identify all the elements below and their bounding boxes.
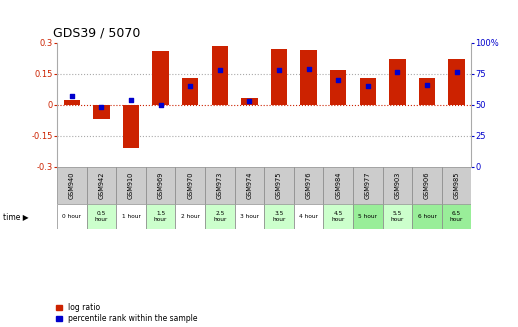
Point: [305, 66, 313, 71]
Text: GDS39 / 5070: GDS39 / 5070: [53, 27, 140, 40]
Bar: [330, 70, 347, 105]
Bar: [359, 78, 376, 105]
Text: 2.5
hour: 2.5 hour: [213, 212, 226, 222]
Bar: [383, 167, 412, 204]
Text: 1.5
hour: 1.5 hour: [154, 212, 167, 222]
Bar: [87, 167, 116, 204]
Point: [156, 102, 165, 107]
Bar: [449, 59, 465, 105]
Text: GSM976: GSM976: [306, 172, 312, 199]
Text: GSM940: GSM940: [69, 172, 75, 199]
Text: GSM903: GSM903: [394, 172, 400, 199]
Text: GSM977: GSM977: [365, 172, 371, 199]
Bar: [383, 204, 412, 229]
Bar: [323, 204, 353, 229]
Bar: [212, 45, 228, 105]
Text: GSM906: GSM906: [424, 172, 430, 199]
Text: 4 hour: 4 hour: [299, 214, 318, 219]
Bar: [116, 167, 146, 204]
Bar: [241, 98, 257, 105]
Bar: [294, 167, 323, 204]
Bar: [412, 204, 442, 229]
Point: [215, 67, 224, 73]
Bar: [235, 167, 264, 204]
Text: GSM942: GSM942: [98, 172, 105, 199]
Text: 5.5
hour: 5.5 hour: [391, 212, 404, 222]
Bar: [264, 167, 294, 204]
Point: [97, 105, 106, 110]
Bar: [123, 105, 139, 148]
Text: GSM975: GSM975: [276, 172, 282, 199]
Point: [245, 98, 253, 104]
Bar: [412, 167, 442, 204]
Bar: [116, 204, 146, 229]
Bar: [176, 167, 205, 204]
Legend: log ratio, percentile rank within the sample: log ratio, percentile rank within the sa…: [55, 303, 197, 323]
Point: [364, 83, 372, 89]
Bar: [419, 78, 435, 105]
Text: 0.5
hour: 0.5 hour: [95, 212, 108, 222]
Point: [127, 97, 135, 102]
Text: 6 hour: 6 hour: [418, 214, 437, 219]
Bar: [176, 204, 205, 229]
Text: 4.5
hour: 4.5 hour: [332, 212, 345, 222]
Point: [452, 70, 461, 75]
Point: [275, 67, 283, 73]
Bar: [146, 167, 176, 204]
Text: 1 hour: 1 hour: [122, 214, 140, 219]
Bar: [57, 167, 87, 204]
Bar: [300, 50, 316, 105]
Bar: [87, 204, 116, 229]
Bar: [235, 204, 264, 229]
Text: GSM985: GSM985: [454, 172, 459, 199]
Text: GSM970: GSM970: [187, 172, 193, 199]
Bar: [389, 59, 406, 105]
Bar: [146, 204, 176, 229]
Text: GSM974: GSM974: [247, 172, 252, 199]
Bar: [271, 49, 287, 105]
Bar: [152, 51, 169, 105]
Text: 6.5
hour: 6.5 hour: [450, 212, 463, 222]
Bar: [442, 167, 471, 204]
Point: [186, 83, 194, 89]
Point: [393, 70, 401, 75]
Bar: [442, 204, 471, 229]
Point: [68, 93, 76, 98]
Text: 3.5
hour: 3.5 hour: [272, 212, 285, 222]
Text: GSM969: GSM969: [157, 172, 164, 199]
Bar: [264, 204, 294, 229]
Text: GSM984: GSM984: [335, 172, 341, 199]
Text: 3 hour: 3 hour: [240, 214, 259, 219]
Bar: [182, 78, 198, 105]
Text: 5 hour: 5 hour: [358, 214, 377, 219]
Bar: [205, 204, 235, 229]
Text: time ▶: time ▶: [3, 212, 28, 221]
Bar: [353, 167, 383, 204]
Bar: [294, 204, 323, 229]
Bar: [205, 167, 235, 204]
Bar: [353, 204, 383, 229]
Text: 0 hour: 0 hour: [62, 214, 81, 219]
Text: GSM910: GSM910: [128, 172, 134, 199]
Bar: [323, 167, 353, 204]
Point: [423, 82, 431, 87]
Point: [334, 77, 342, 82]
Bar: [93, 105, 109, 119]
Text: 2 hour: 2 hour: [181, 214, 199, 219]
Bar: [57, 204, 87, 229]
Bar: [64, 100, 80, 105]
Text: GSM973: GSM973: [217, 172, 223, 199]
